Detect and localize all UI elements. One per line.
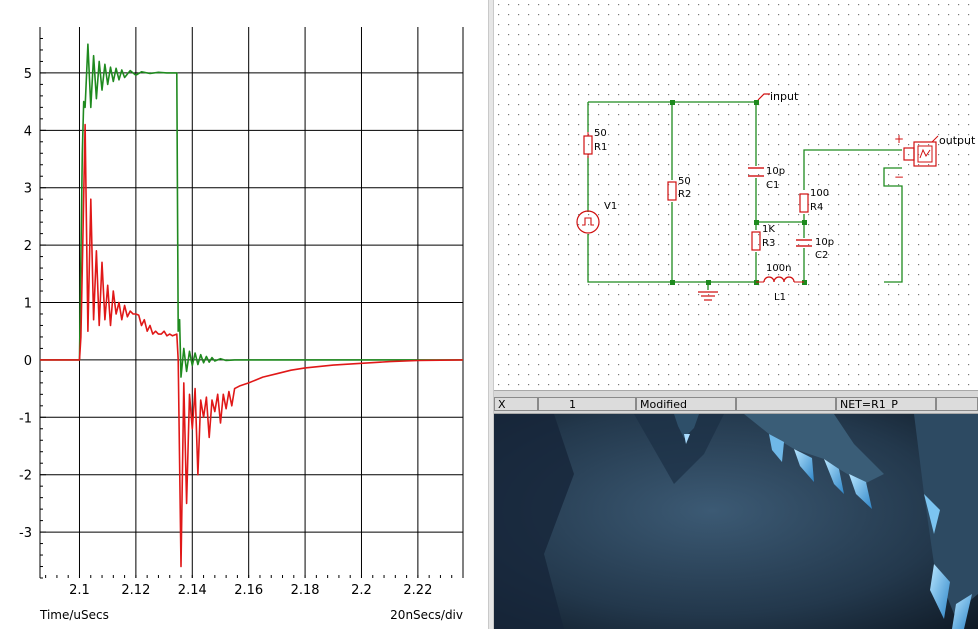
r2-ref: R2	[678, 189, 691, 200]
dot-grid	[494, 0, 978, 390]
r2-value: 50	[678, 176, 691, 187]
v1-ref: V1	[604, 201, 617, 212]
y-tick-label: -3	[19, 526, 32, 541]
status-trailing-cell	[936, 397, 978, 411]
input-terminal[interactable]: input	[757, 90, 799, 103]
r1-value: 50	[594, 128, 607, 139]
y-tick-label: 1	[24, 297, 32, 312]
y-tick-label: 0	[24, 354, 32, 369]
y-tick-label: 3	[24, 182, 32, 197]
y-tick-label: -2	[19, 469, 32, 484]
status-net: NET=R1_P	[840, 398, 898, 411]
time-scale-label: 20nSecs/div	[390, 608, 463, 622]
waveform-plot[interactable]: 5 4 3 2 1 0 -1 -2 -3 2.1 2.12 2.14 2.16 2.18 2.2 2.22 T…	[0, 0, 488, 629]
c1-value: 10p	[766, 166, 785, 177]
l1-ref: L1	[774, 292, 786, 303]
voltage-source-v1[interactable]: V1	[576, 201, 617, 234]
wallpaper-image	[494, 414, 978, 629]
status-x-value: 1	[569, 398, 576, 411]
desktop-wallpaper	[494, 414, 978, 629]
capacitor-c1[interactable]: 10p C1	[748, 166, 785, 191]
y-tick-label: 2	[24, 239, 32, 254]
r4-ref: R4	[810, 202, 823, 213]
trace-red[interactable]	[40, 123, 464, 568]
x-tick-label: 2.16	[234, 583, 263, 598]
resistor-r4[interactable]: 100 R4	[799, 188, 829, 213]
x-tick-label: 2.22	[403, 583, 432, 598]
y-tick-label: 4	[24, 124, 32, 139]
l1-value: 100n	[766, 263, 791, 274]
y-tick-label: 5	[24, 67, 32, 82]
y-tick-label: -1	[19, 411, 32, 426]
x-tick-label: 2.2	[351, 583, 372, 598]
schematic-canvas[interactable]: 50 R1 V1 50 R2 10p C1 100 R4	[494, 0, 978, 390]
status-x-label: X	[498, 398, 506, 411]
x-axis-label: Time/uSecs	[39, 608, 109, 622]
r1-ref: R1	[594, 142, 607, 153]
status-modified: Modified	[640, 398, 687, 411]
capacitor-c2[interactable]: 10p C2	[796, 237, 834, 261]
status-modified-cell: Modified	[636, 397, 736, 411]
resistor-r2[interactable]: 50 R2	[667, 176, 691, 201]
c1-ref: C1	[766, 180, 779, 191]
probe-minus: −	[894, 170, 904, 184]
axis-ticks: 5 4 3 2 1 0 -1 -2 -3 2.1 2.12 2.14 2.16 2.18 2.2 2.22	[19, 37, 464, 598]
pane-splitter[interactable]	[488, 0, 494, 629]
resistor-r3[interactable]: 1K R3	[751, 224, 775, 251]
output-probe[interactable]: + − output	[894, 132, 976, 184]
plot-traces	[40, 43, 464, 568]
c2-ref: C2	[815, 250, 828, 261]
output-label: output	[939, 134, 976, 147]
inductor-l1[interactable]: 100n L1	[756, 263, 804, 303]
x-tick-label: 2.14	[178, 583, 207, 598]
probe-plus: +	[894, 132, 904, 146]
ground-icon	[698, 291, 718, 301]
x-tick-label: 2.1	[69, 583, 90, 598]
c2-value: 10p	[815, 237, 834, 248]
input-label: input	[770, 90, 799, 103]
r3-value: 1K	[762, 224, 775, 235]
resistor-r1[interactable]: 50 R1	[583, 128, 607, 158]
x-tick-label: 2.12	[121, 583, 150, 598]
status-empty-cell	[736, 397, 836, 411]
schematic-editor[interactable]: 50 R1 V1 50 R2 10p C1 100 R4	[494, 0, 978, 390]
r4-value: 100	[810, 188, 829, 199]
status-bar: X 1 Modified NET=R1_P	[494, 390, 978, 414]
status-x-cell: X	[494, 397, 538, 411]
waveform-viewer[interactable]: 5 4 3 2 1 0 -1 -2 -3 2.1 2.12 2.14 2.16 2.18 2.2 2.22 T…	[0, 0, 488, 629]
status-net-cell: NET=R1_P	[836, 397, 936, 411]
r3-ref: R3	[762, 238, 775, 249]
trace-green[interactable]	[40, 43, 463, 378]
status-x-value-cell: 1	[538, 397, 636, 411]
x-tick-label: 2.18	[291, 583, 320, 598]
